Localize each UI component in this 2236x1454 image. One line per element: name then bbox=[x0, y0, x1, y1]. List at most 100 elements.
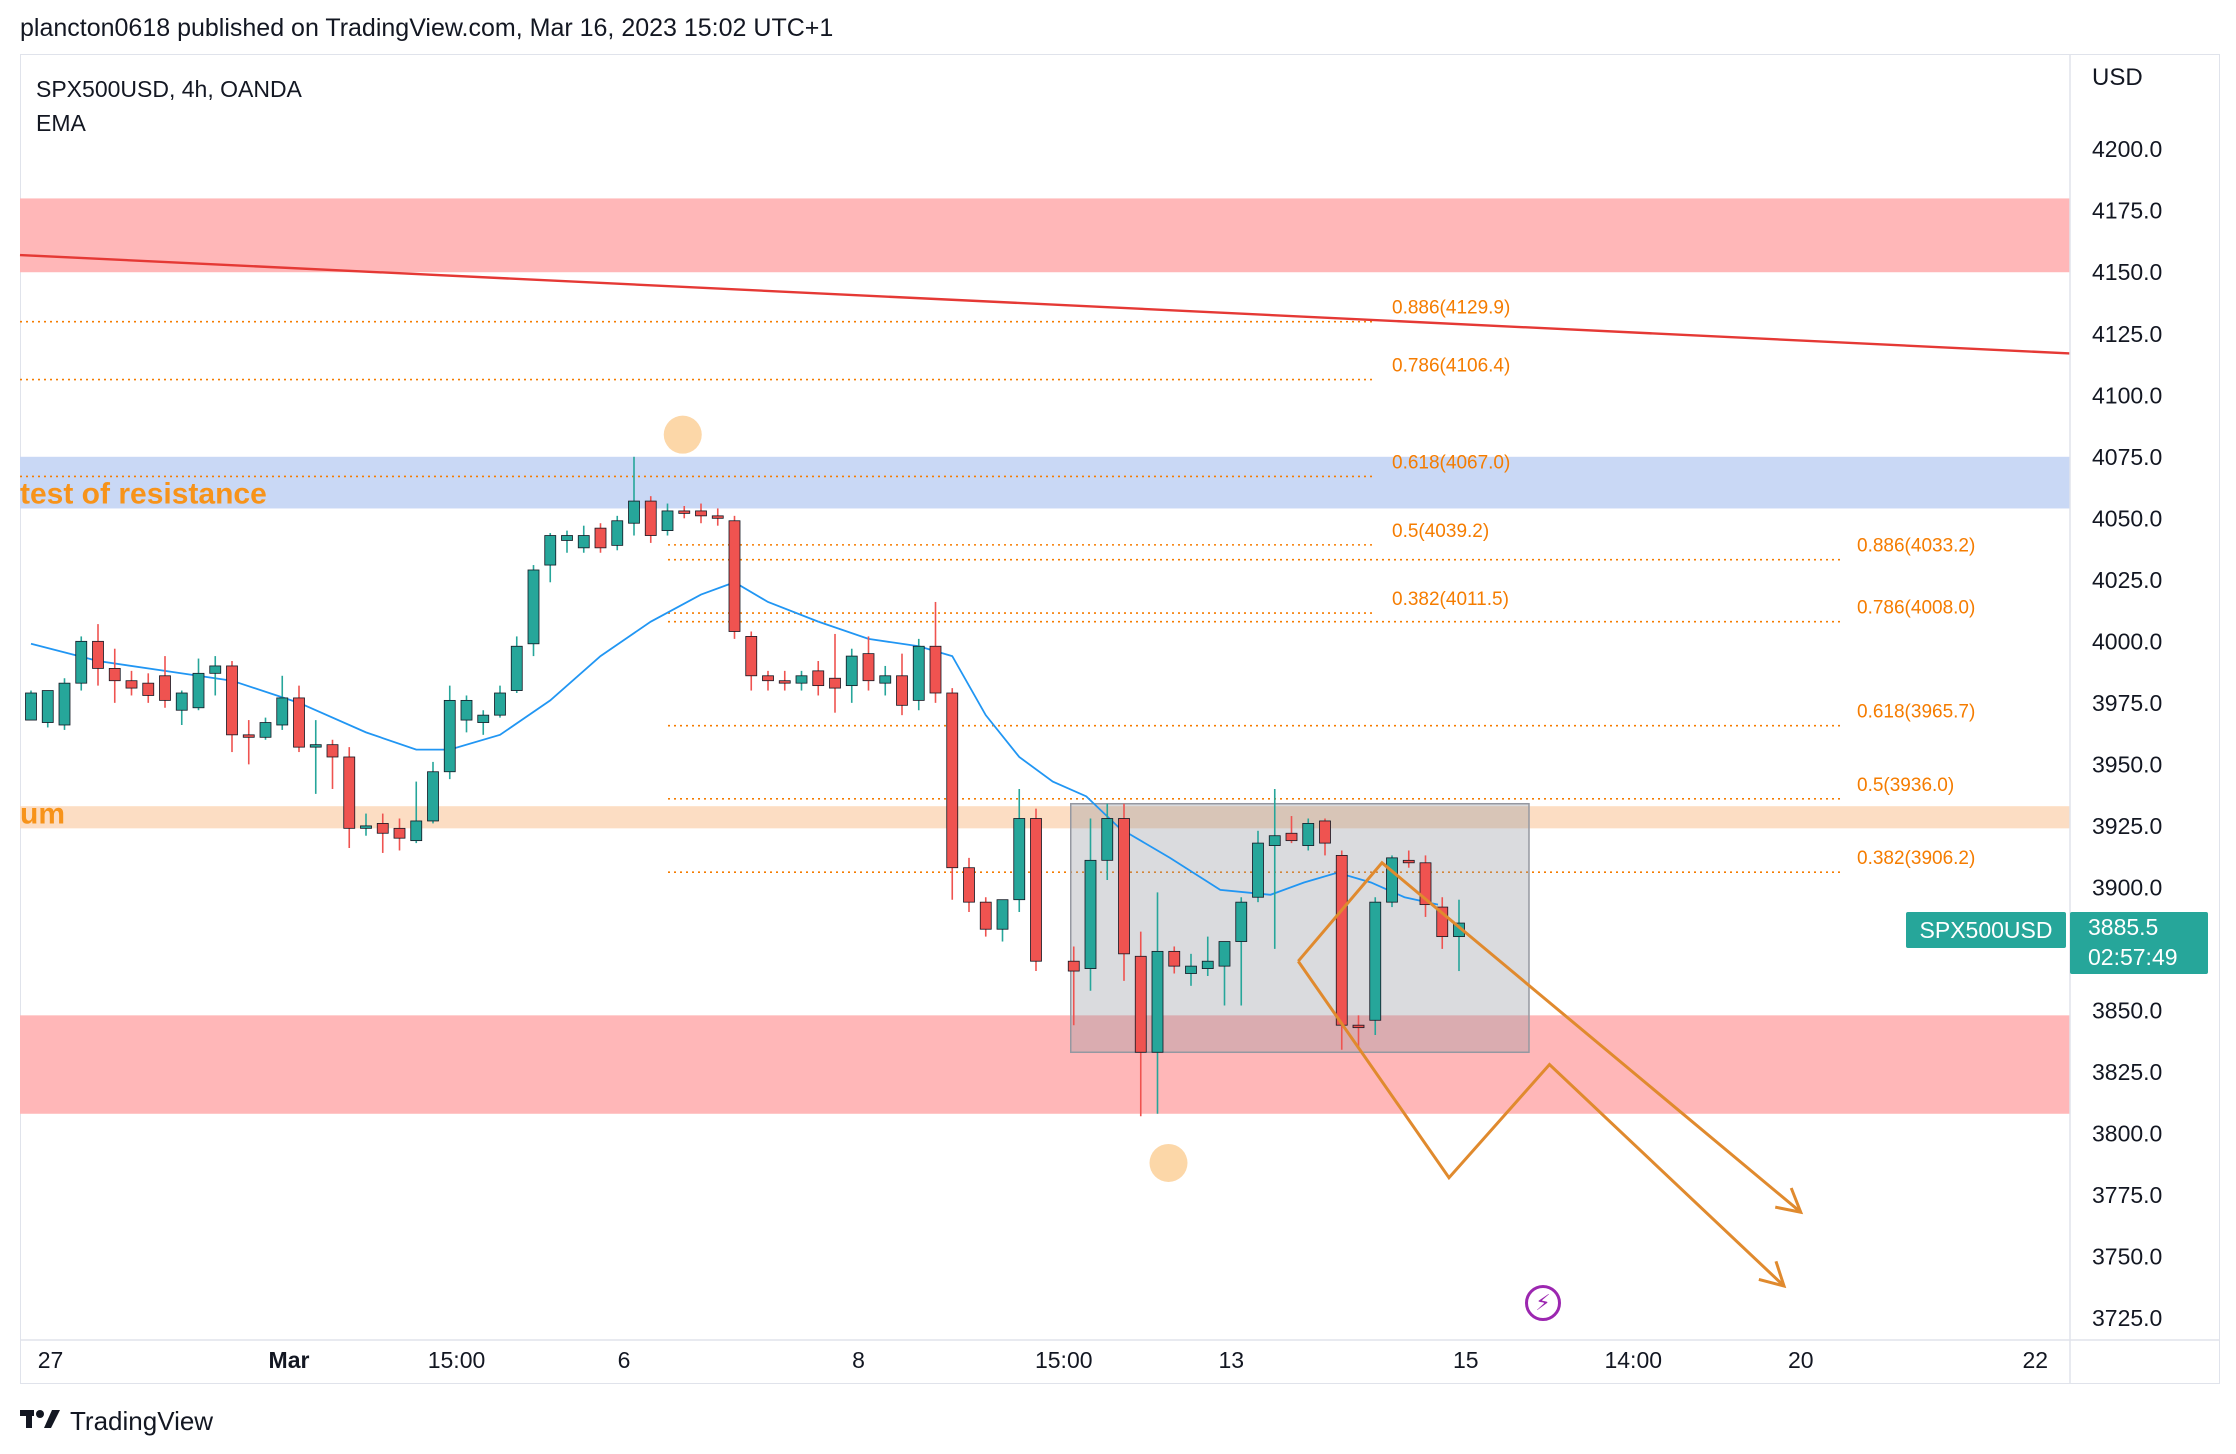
zone-label-resistance: test of resistance bbox=[20, 477, 267, 510]
candle bbox=[1369, 897, 1382, 1036]
candle bbox=[209, 656, 222, 696]
price-tick-label: 3775.0 bbox=[2092, 1182, 2162, 1208]
time-tick-label: 15:00 bbox=[428, 1347, 486, 1373]
candle bbox=[259, 717, 272, 740]
candle-body bbox=[242, 734, 255, 738]
candle-body bbox=[912, 645, 925, 701]
candle-body bbox=[1369, 901, 1382, 1021]
candle-body bbox=[1134, 955, 1147, 1053]
trendline-layer bbox=[19, 253, 2071, 355]
candle bbox=[561, 530, 573, 553]
candle-body bbox=[1386, 857, 1398, 903]
fib-left-label: 0.5(4039.2) bbox=[1392, 521, 1489, 542]
candle bbox=[242, 720, 255, 765]
price-tick-label: 3975.0 bbox=[2092, 690, 2162, 716]
last-price-symbol: SPX500USD bbox=[1919, 917, 2053, 943]
candles-layer bbox=[25, 456, 1465, 1117]
candle-body bbox=[309, 744, 322, 748]
candle-body bbox=[293, 697, 305, 748]
candle-body bbox=[192, 672, 205, 709]
candle bbox=[745, 631, 758, 691]
candle bbox=[762, 670, 774, 691]
candle-body bbox=[979, 901, 992, 930]
price-tick-label: 4150.0 bbox=[2092, 259, 2162, 285]
candle-body bbox=[175, 692, 188, 711]
footer-branding: TradingView bbox=[20, 1406, 213, 1437]
candle bbox=[1218, 941, 1231, 1006]
time-tick-label: 22 bbox=[2022, 1347, 2048, 1373]
candle-body bbox=[795, 675, 808, 684]
candle bbox=[695, 503, 707, 524]
candle bbox=[711, 508, 724, 526]
candle bbox=[1352, 1015, 1365, 1048]
price-tick-label: 4125.0 bbox=[2092, 321, 2162, 347]
projection-path bbox=[1297, 860, 1802, 1214]
candle bbox=[611, 515, 624, 551]
candle-body bbox=[628, 500, 640, 524]
zone-demand bbox=[20, 1015, 2070, 1114]
candle-body bbox=[929, 645, 942, 694]
footer-brand-text: TradingView bbox=[70, 1406, 214, 1436]
candle-body bbox=[527, 569, 540, 645]
price-tick-label: 4000.0 bbox=[2092, 628, 2162, 654]
candle bbox=[309, 720, 322, 794]
candle-body bbox=[41, 690, 54, 723]
candle-body bbox=[343, 756, 356, 829]
candle-body bbox=[1302, 823, 1315, 846]
candle-body bbox=[92, 640, 104, 669]
candle-body bbox=[1168, 950, 1181, 967]
last-price-badge: 3885.5 02:57:49 bbox=[2070, 912, 2208, 974]
chart-legend: SPX500USD, 4h, OANDA EMA bbox=[36, 72, 302, 140]
currency-label[interactable]: USD bbox=[2092, 64, 2143, 91]
candle bbox=[1402, 850, 1415, 868]
candle-body bbox=[1118, 818, 1130, 955]
candle-body bbox=[1268, 835, 1281, 846]
candle bbox=[929, 601, 942, 703]
price-tick-label: 3950.0 bbox=[2092, 751, 2162, 777]
price-tick-label: 3750.0 bbox=[2092, 1243, 2162, 1269]
candle-body bbox=[1419, 862, 1432, 906]
time-tick-label: Mar bbox=[269, 1347, 310, 1373]
candle bbox=[795, 670, 808, 691]
time-tick-label: 14:00 bbox=[1604, 1347, 1662, 1373]
candle-body bbox=[996, 899, 1009, 930]
candle bbox=[1185, 953, 1197, 986]
candle bbox=[443, 685, 456, 780]
candle-body bbox=[125, 680, 138, 689]
candle bbox=[25, 690, 37, 721]
tradingview-logo-icon bbox=[20, 1406, 60, 1437]
candle-body bbox=[829, 677, 841, 689]
last-price-symbol-badge: SPX500USD bbox=[1906, 912, 2066, 948]
candle bbox=[1386, 855, 1398, 908]
candle bbox=[594, 523, 607, 553]
candle bbox=[142, 673, 155, 703]
candle-body bbox=[896, 675, 908, 706]
candle-body bbox=[594, 527, 607, 549]
candle bbox=[963, 857, 975, 912]
candle-body bbox=[544, 535, 557, 566]
candle bbox=[1285, 816, 1298, 844]
candle bbox=[1436, 897, 1449, 949]
candle bbox=[510, 636, 523, 694]
candle-body bbox=[1084, 859, 1097, 969]
candle-body bbox=[75, 640, 88, 684]
zone-resistance bbox=[20, 456, 2070, 509]
candle bbox=[41, 690, 54, 728]
zones-layer: test of resistance um bbox=[20, 198, 2070, 1114]
time-tick-label: 15:00 bbox=[1035, 1347, 1093, 1373]
flash-icon[interactable]: ⚡ bbox=[1525, 1285, 1561, 1321]
candle-body bbox=[209, 665, 222, 674]
candle-body bbox=[561, 535, 573, 541]
candle-body bbox=[25, 692, 37, 721]
candle bbox=[527, 565, 540, 657]
candle-body bbox=[1335, 855, 1348, 1026]
marker-swing-low bbox=[1149, 1143, 1188, 1182]
time-tick-label: 8 bbox=[852, 1347, 865, 1373]
candle-body bbox=[845, 655, 858, 687]
candle bbox=[293, 685, 305, 753]
candle bbox=[678, 506, 691, 519]
candle bbox=[912, 638, 925, 711]
legend-indicator: EMA bbox=[36, 110, 86, 136]
candle-body bbox=[494, 692, 506, 716]
